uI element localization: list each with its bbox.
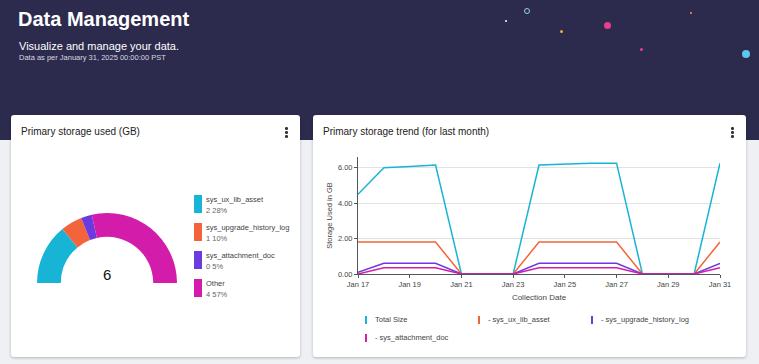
html-text:Total Size: Total Size — [375, 315, 408, 324]
html-text:Primary storage trend (for las: Primary storage trend (for last month) — [323, 126, 490, 137]
html-text:4 57%: 4 57% — [206, 290, 228, 299]
svg-text:Storage Used in GB: Storage Used in GB — [325, 182, 334, 249]
html-text:- sys_attachment_doc: - sys_attachment_doc — [375, 333, 449, 342]
svg-text:Jan 31: Jan 31 — [709, 280, 732, 289]
svg-text:Jan 23: Jan 23 — [502, 280, 525, 289]
html-text:Data as per January 31, 2025 0: Data as per January 31, 2025 00:00:00 PS… — [19, 53, 166, 62]
svg-text:6.00: 6.00 — [338, 163, 353, 172]
svg-text:Jan 27: Jan 27 — [605, 280, 628, 289]
svg-text:Collection Date: Collection Date — [512, 293, 567, 302]
html-text:- sys_upgrade_history_log: - sys_upgrade_history_log — [601, 315, 689, 324]
svg-text:6: 6 — [103, 266, 111, 283]
html-text:2 28%: 2 28% — [206, 206, 228, 215]
html-text:1 10%: 1 10% — [206, 234, 228, 243]
svg-text:0.00: 0.00 — [338, 270, 353, 279]
html-text:Data Management: Data Management — [18, 8, 190, 30]
html-text:sys_ux_lib_asset: sys_ux_lib_asset — [206, 195, 264, 204]
svg-text:4.00: 4.00 — [338, 199, 353, 208]
html-text:sys_upgrade_history_log: sys_upgrade_history_log — [206, 223, 290, 232]
svg-text:Jan 19: Jan 19 — [398, 280, 421, 289]
html-text:Other: Other — [206, 279, 225, 288]
svg-text:Jan 21: Jan 21 — [450, 280, 473, 289]
html-text:sys_attachment_doc: sys_attachment_doc — [206, 251, 275, 260]
svg-text:Jan 25: Jan 25 — [554, 280, 577, 289]
svg-text:2.00: 2.00 — [338, 234, 353, 243]
html-text:Primary storage used (GB): Primary storage used (GB) — [21, 126, 140, 137]
html-text:0 5%: 0 5% — [206, 262, 224, 271]
html-text:- sys_ux_lib_asset: - sys_ux_lib_asset — [488, 315, 550, 324]
html-text:Visualize and manage your data: Visualize and manage your data. — [19, 40, 179, 52]
svg-text:Jan 17: Jan 17 — [347, 280, 370, 289]
svg-text:Jan 29: Jan 29 — [657, 280, 680, 289]
